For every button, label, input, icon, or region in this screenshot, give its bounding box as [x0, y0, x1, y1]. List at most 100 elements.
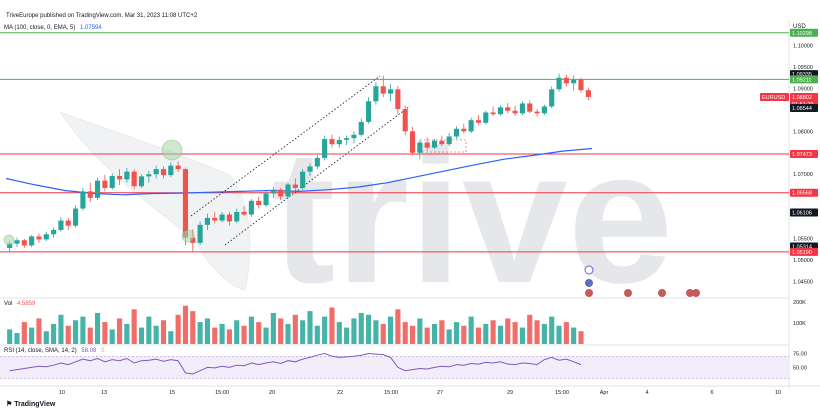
candle-body: [278, 189, 284, 197]
time-tick-label: 15:00: [215, 390, 229, 396]
candle-body: [571, 79, 577, 84]
highlight-circle: [3, 234, 15, 246]
currency-label: USD: [793, 24, 806, 30]
candle-body: [94, 180, 101, 198]
candle-body: [292, 184, 298, 188]
volume-legend: Vol 4.5859: [4, 301, 35, 307]
flash-event-icon[interactable]: [584, 265, 594, 275]
flag-event-icon[interactable]: [658, 289, 666, 297]
ma-legend: MA (100, close, 0, EMA, 5) 1.07594: [4, 25, 102, 31]
candle-body: [366, 101, 372, 122]
candle-body: [490, 112, 496, 115]
volume-bar: [102, 322, 108, 344]
flag-event-icon[interactable]: [686, 289, 694, 297]
volume-bar: [307, 311, 313, 344]
channel-lower-line[interactable]: [224, 105, 411, 246]
price-tick-label: 1.05500: [793, 237, 813, 243]
volume-bar: [424, 327, 430, 344]
volume-bar: [344, 327, 350, 344]
candle-body: [300, 171, 306, 188]
candle-body: [380, 86, 386, 94]
flag-event-icon[interactable]: [585, 279, 593, 287]
candle-body: [146, 174, 152, 177]
candle-body: [270, 189, 276, 194]
candle-body: [197, 224, 203, 243]
volume-bar: [475, 327, 482, 344]
rsi-label: RSI (14, close, SMA, 14, 2): [4, 348, 77, 354]
candle-body: [578, 79, 584, 91]
highlight-circle: [161, 139, 183, 161]
volume-bar: [234, 320, 240, 344]
price-tick-label: 1.10000: [793, 44, 813, 50]
flag-event-icon[interactable]: [692, 289, 700, 297]
time-tick-label: 10: [775, 390, 781, 396]
ma-value: 1.07594: [80, 25, 102, 31]
level-label-box: [790, 188, 818, 197]
channel-upper-line[interactable]: [190, 75, 381, 217]
tradingview-logo: ⚑ TradingView: [6, 400, 55, 408]
candles: [7, 73, 591, 252]
candle-body: [29, 236, 35, 246]
candle-body: [475, 120, 482, 123]
swoosh-logo: [59, 111, 251, 291]
volume-bar: [431, 323, 438, 344]
volume-bar: [190, 311, 196, 344]
volume-bar: [314, 325, 320, 344]
volume-bar: [534, 320, 540, 344]
candle-body: [483, 112, 489, 123]
rsi-line: [9, 352, 582, 375]
price-tick-label: 1.04500: [793, 279, 813, 285]
candle-body: [468, 120, 474, 132]
volume-bar: [483, 323, 489, 344]
volume-bar: [153, 325, 159, 344]
candle-body: [461, 128, 467, 132]
candle-body: [336, 139, 342, 145]
volume-bar: [94, 312, 101, 344]
candle-body: [248, 200, 254, 215]
volume-bar: [336, 322, 342, 344]
volume-bar: [395, 309, 401, 344]
candle-body: [329, 139, 335, 145]
volume-bar: [541, 323, 547, 344]
flag-event-icon[interactable]: [624, 289, 632, 297]
time-tick-label: 10: [59, 390, 65, 396]
volume-bar: [468, 316, 474, 344]
volume-bar: [578, 331, 584, 344]
price-label-text: EURUSD: [762, 95, 785, 101]
publisher-caption: TriveEurope published on TradingView.com…: [6, 13, 198, 19]
time-tick-label: 20: [269, 390, 275, 396]
time-tick-label: 13: [101, 390, 107, 396]
time-tick-label: 15: [169, 390, 175, 396]
candle-body: [7, 243, 13, 248]
volume-bar: [14, 333, 20, 344]
highlight-circle: [181, 229, 195, 243]
time-tick-label: 4: [645, 390, 648, 396]
volume-bar: [571, 327, 577, 344]
price-tick-label: 1.09000: [793, 86, 813, 92]
candle-body: [241, 211, 247, 215]
volume-bar: [36, 318, 42, 344]
volume-bar: [204, 318, 211, 344]
rsi-zone: [0, 356, 789, 379]
volume-bar: [402, 322, 408, 344]
candle-body: [116, 175, 123, 180]
candle-body: [556, 77, 562, 90]
flag-event-icon[interactable]: [585, 289, 593, 297]
volume-bar: [109, 329, 115, 344]
volume-bar: [65, 325, 71, 344]
price-axis-ticks: 1.10000 1.09500 1.09000 1.08000 1.07000 1.055…: [793, 44, 813, 286]
candle-body: [512, 110, 518, 114]
candle-body: [87, 191, 93, 198]
volume-bar: [138, 327, 145, 344]
ma-polyline: [5, 147, 593, 196]
volume-bar: [226, 329, 232, 344]
volume-bar: [322, 316, 328, 344]
pane-axis-ticks: 200K 100K 75.00 50.00: [793, 300, 807, 371]
volume-bar: [87, 327, 93, 344]
candle-body: [190, 237, 196, 243]
horizontal-levels[interactable]: [0, 32, 789, 253]
candle-body: [234, 211, 240, 222]
tradingview-brand: TradingView: [14, 401, 56, 408]
candle-body: [219, 214, 225, 221]
